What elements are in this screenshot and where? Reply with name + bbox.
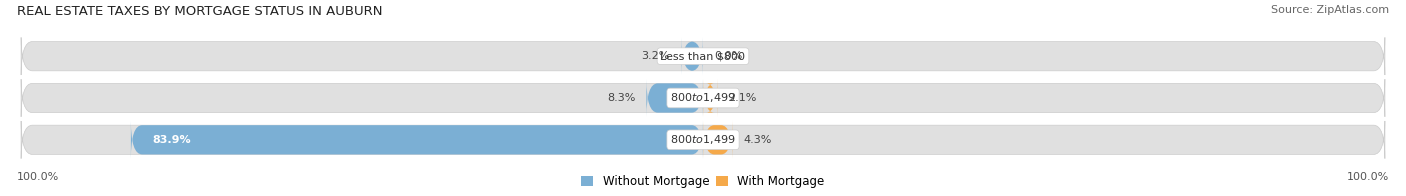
FancyBboxPatch shape — [681, 37, 703, 75]
Text: 83.9%: 83.9% — [152, 135, 191, 145]
Text: $800 to $1,499: $800 to $1,499 — [671, 133, 735, 146]
Legend: Without Mortgage, With Mortgage: Without Mortgage, With Mortgage — [581, 175, 825, 188]
Text: $800 to $1,499: $800 to $1,499 — [671, 92, 735, 104]
Text: 0.0%: 0.0% — [714, 51, 742, 61]
FancyBboxPatch shape — [21, 79, 1385, 117]
FancyBboxPatch shape — [21, 121, 1385, 159]
Text: Source: ZipAtlas.com: Source: ZipAtlas.com — [1271, 5, 1389, 15]
FancyBboxPatch shape — [703, 121, 733, 159]
FancyBboxPatch shape — [131, 121, 703, 159]
Text: REAL ESTATE TAXES BY MORTGAGE STATUS IN AUBURN: REAL ESTATE TAXES BY MORTGAGE STATUS IN … — [17, 5, 382, 18]
FancyBboxPatch shape — [647, 79, 703, 117]
Text: Less than $800: Less than $800 — [661, 51, 745, 61]
Text: 2.1%: 2.1% — [728, 93, 756, 103]
FancyBboxPatch shape — [21, 37, 1385, 75]
Text: 100.0%: 100.0% — [1347, 172, 1389, 182]
FancyBboxPatch shape — [703, 79, 717, 117]
Text: 3.2%: 3.2% — [641, 51, 669, 61]
Text: 4.3%: 4.3% — [744, 135, 772, 145]
Text: 8.3%: 8.3% — [607, 93, 636, 103]
Text: 100.0%: 100.0% — [17, 172, 59, 182]
